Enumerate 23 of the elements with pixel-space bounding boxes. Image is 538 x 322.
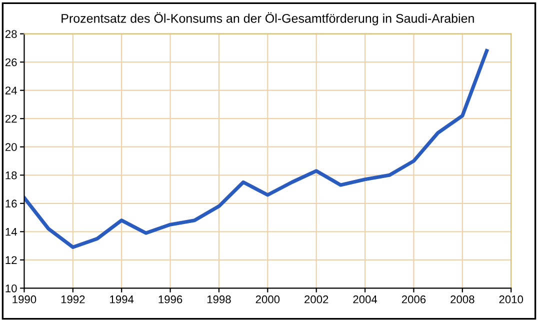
- y-tick-label: 16: [6, 200, 17, 208]
- x-tick-label: 1990: [12, 295, 36, 304]
- chart-title: Prozentsatz des Öl-Konsums an der Öl-Gesamtförderung in Saudi-Arabien: [62, 12, 474, 26]
- y-tick-label: 12: [6, 256, 17, 264]
- y-tick-label: 26: [5, 58, 17, 66]
- x-tick-label: 2008: [450, 295, 474, 304]
- y-tick-label: 10: [6, 284, 17, 292]
- x-tick-label: 1992: [61, 295, 85, 304]
- x-tick-label: 2002: [304, 295, 328, 304]
- y-tick-label: 18: [6, 171, 17, 180]
- y-tick-label: 14: [6, 228, 17, 236]
- x-tick-label: 2000: [256, 295, 280, 304]
- line-series: [24, 48, 489, 250]
- x-tick-label: 2010: [499, 295, 524, 304]
- y-tick-label: 20: [5, 143, 17, 152]
- y-tick-label: 24: [5, 86, 17, 94]
- x-tick-label: 2004: [353, 295, 378, 304]
- x-tick-label: 1994: [110, 295, 134, 304]
- y-tick-label: 28: [5, 30, 17, 38]
- x-tick-label: 1996: [158, 295, 182, 304]
- x-tick-label: 2006: [402, 295, 426, 304]
- x-tick-label: 1998: [207, 295, 231, 304]
- y-tick-label: 22: [5, 114, 17, 123]
